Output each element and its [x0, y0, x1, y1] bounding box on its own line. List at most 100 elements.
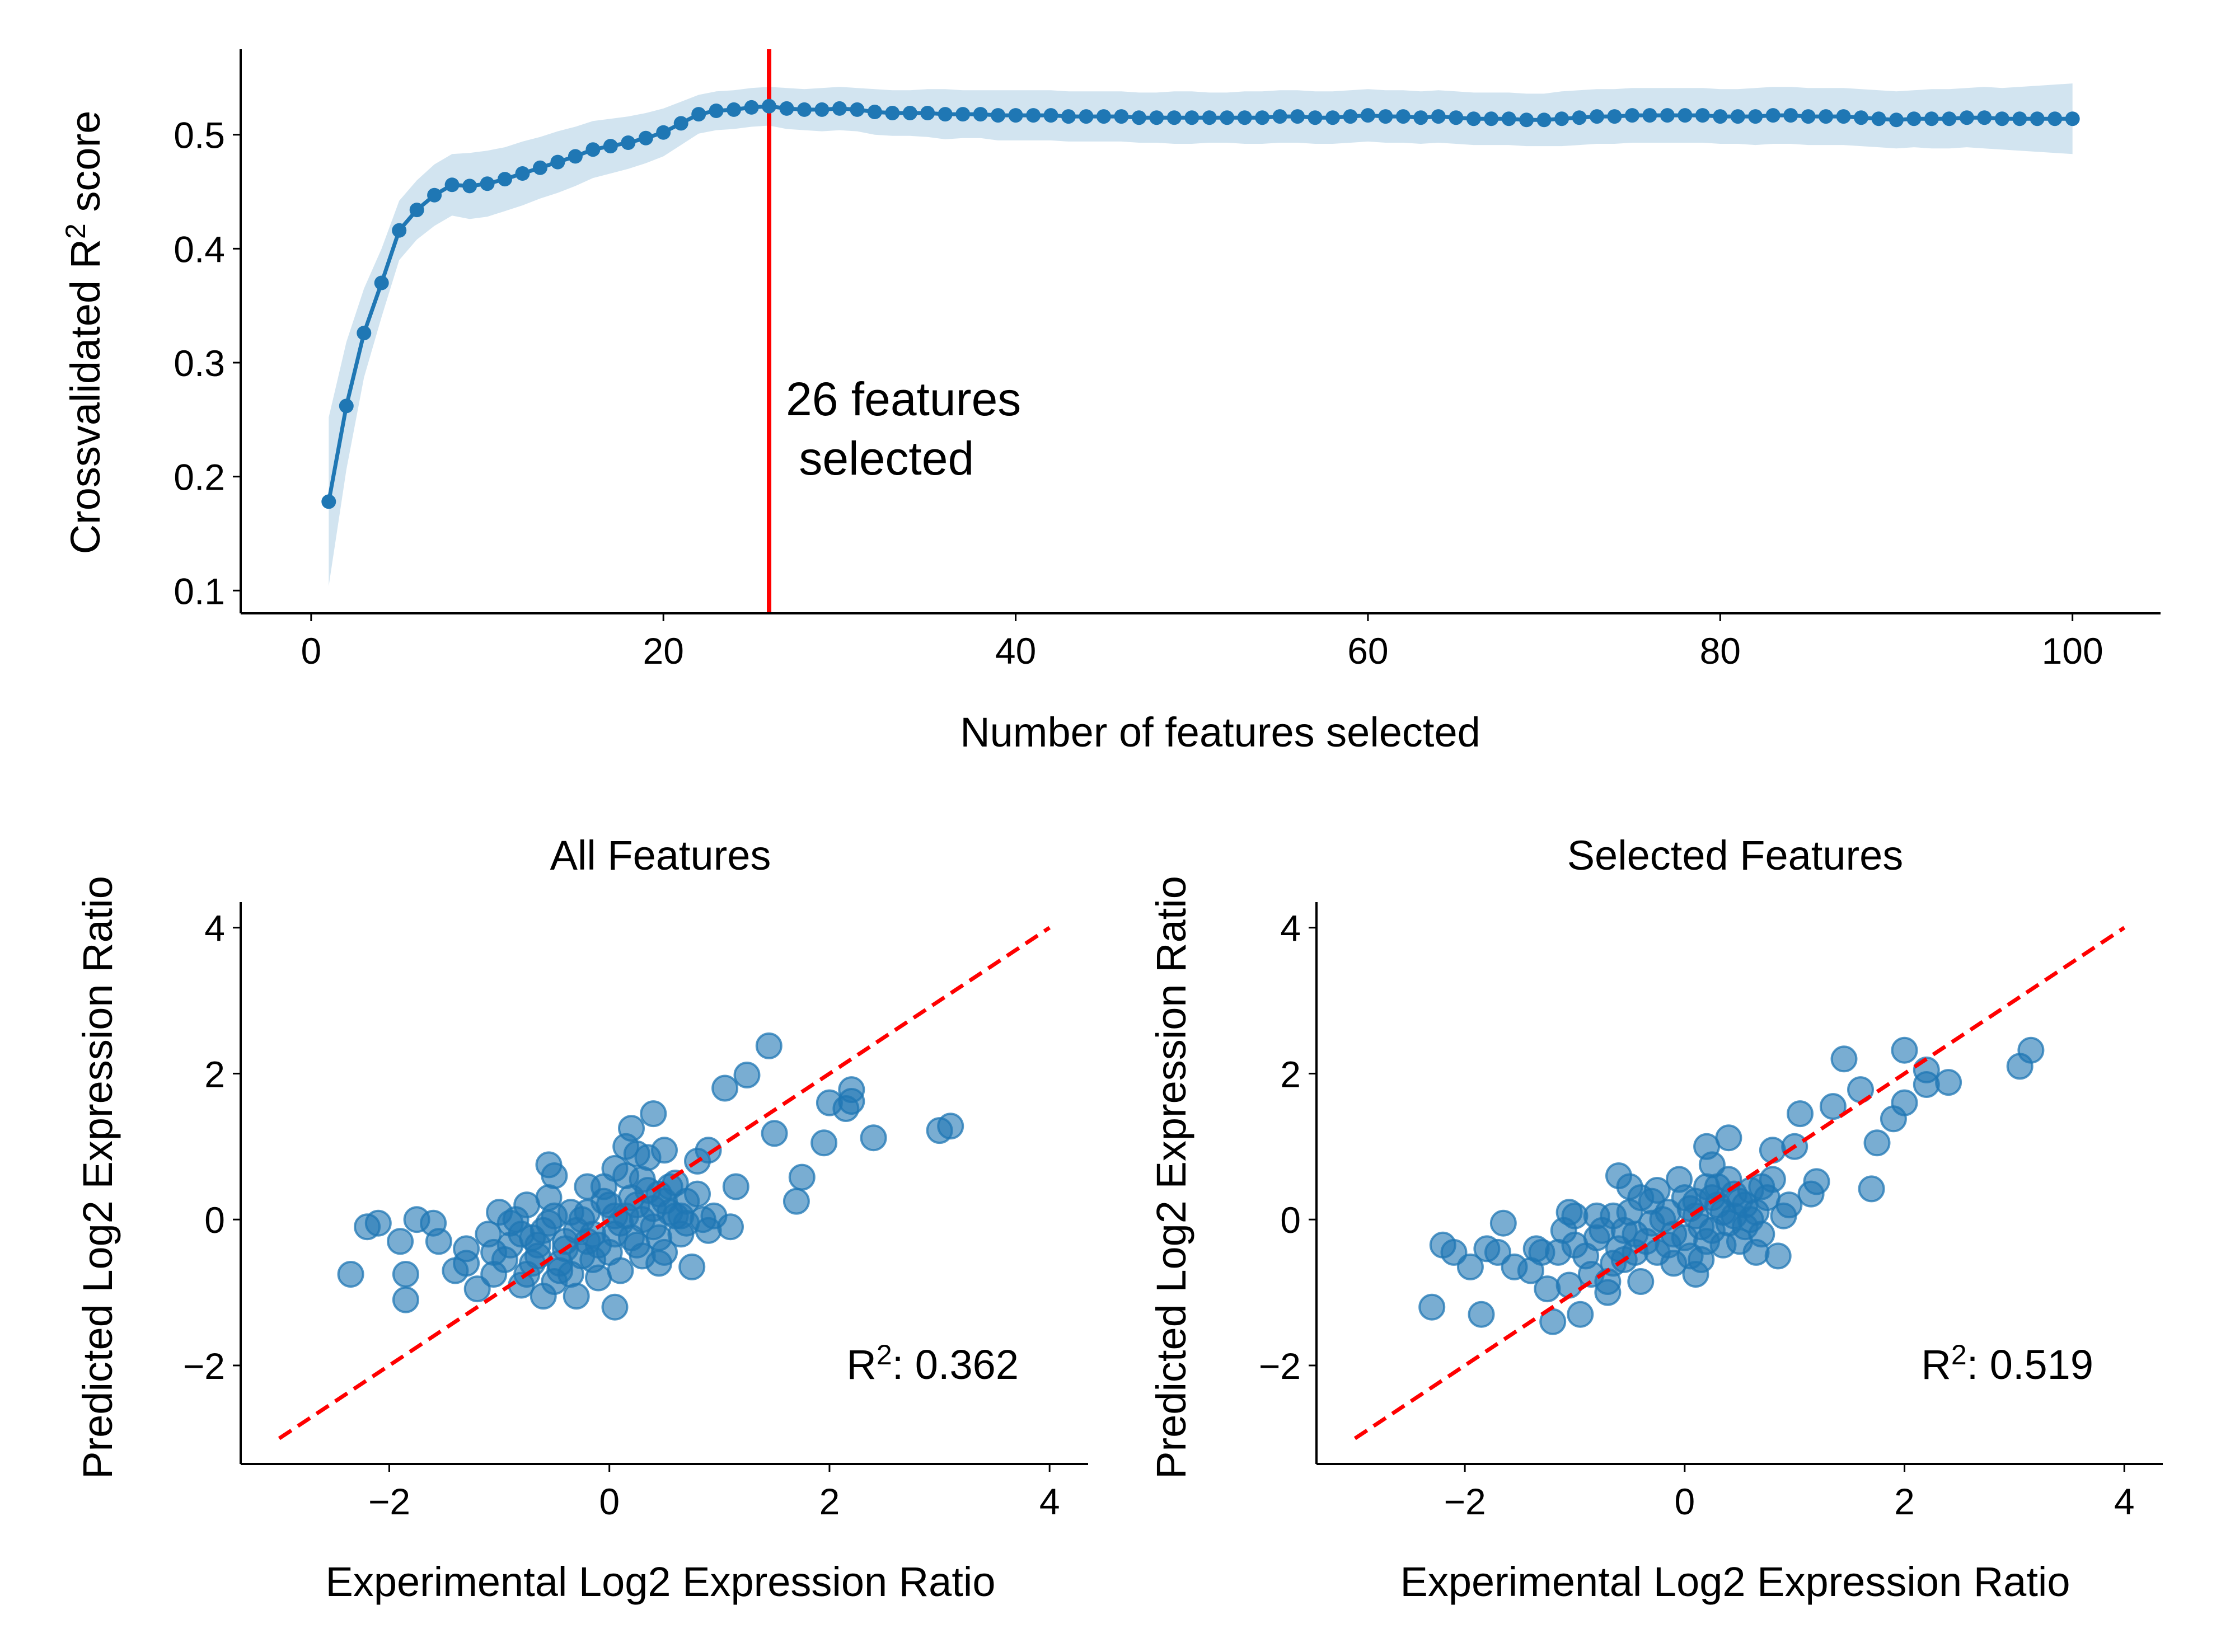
p2-scatter-point — [755, 1032, 782, 1059]
p3-scatter-point — [1655, 1231, 1682, 1259]
score-point — [920, 106, 935, 120]
score-point — [2030, 111, 2045, 126]
score-point — [1713, 109, 1728, 124]
p3-diagonal-line — [1353, 926, 2126, 1440]
p2-y-tick-label: 0 — [204, 1199, 225, 1241]
score-point — [779, 101, 794, 116]
p2-scatter-point — [563, 1283, 590, 1310]
score-point — [867, 105, 882, 119]
p3-x-tick-label: −2 — [1444, 1481, 1486, 1522]
score-point — [1590, 109, 1604, 124]
p2-y-tick-label: 2 — [204, 1053, 225, 1095]
score-point — [691, 107, 706, 122]
score-point — [656, 125, 671, 140]
score-point — [991, 108, 1006, 123]
score-point — [1889, 112, 1904, 128]
score-point — [1149, 110, 1164, 125]
score-point — [1184, 110, 1199, 125]
p3-scatter-point — [1698, 1151, 1726, 1179]
score-point — [1695, 108, 1710, 123]
score-point — [1395, 109, 1411, 124]
score-point — [1449, 110, 1464, 125]
p1-y-tick-label: 0.4 — [174, 228, 225, 270]
score-point — [1079, 109, 1094, 124]
p2-scatter-point — [860, 1124, 887, 1152]
score-point — [1554, 111, 1569, 126]
p3-scatter-point — [1797, 1180, 1825, 1208]
score-point — [1466, 111, 1481, 126]
p2-axes — [240, 902, 1088, 1465]
p2-scatter-point — [623, 1140, 650, 1167]
score-point — [850, 102, 865, 117]
score-point — [1871, 111, 1886, 126]
p2-scatter-point — [782, 1188, 810, 1215]
p3-scatter-point — [1863, 1129, 1891, 1157]
p3-scatter-point — [1682, 1261, 1709, 1288]
p1-y-tick-label: 0.1 — [174, 570, 225, 612]
p2-scatter-point — [673, 1209, 700, 1237]
score-point — [1730, 109, 1745, 124]
p3-scatter-point — [1666, 1166, 1693, 1193]
score-point — [409, 203, 424, 218]
score-point — [1660, 108, 1675, 123]
p1-y-tick-label: 0.2 — [174, 457, 225, 498]
score-point — [392, 223, 407, 238]
p1-x-tick-label: 80 — [1700, 630, 1741, 672]
score-point — [832, 101, 847, 116]
p2-scatter-point — [425, 1228, 452, 1255]
p3-scatter-point — [1935, 1069, 1962, 1096]
p3-y-tick-label: 4 — [1280, 908, 1301, 949]
score-point — [902, 106, 917, 120]
all-features-panel: −2 0 2 4 −2 0 2 4 All Features Experimental Log… — [74, 832, 1088, 1605]
p3-x-tick-label: 4 — [2114, 1481, 2135, 1522]
p3-scatter-point — [1627, 1268, 1655, 1295]
p2-scatter-point — [695, 1217, 722, 1244]
p1-x-tick-label: 100 — [2042, 630, 2103, 672]
p2-scatter-point — [937, 1113, 964, 1140]
p2-scatter-point — [496, 1209, 524, 1237]
score-point — [1360, 108, 1375, 123]
p2-scatter-point — [640, 1100, 667, 1128]
p2-x-axis-label: Experimental Log2 Expression Ratio — [326, 1559, 996, 1605]
p3-scatter-point — [1880, 1105, 1907, 1133]
p2-scatter-point — [832, 1095, 860, 1122]
p3-axes — [1315, 902, 2163, 1465]
score-point — [1237, 110, 1252, 125]
all-features-points — [337, 1032, 964, 1321]
score-point — [568, 149, 583, 164]
score-point — [480, 176, 495, 191]
score-point — [973, 107, 988, 122]
p2-scatter-point — [722, 1173, 749, 1200]
score-point — [1325, 110, 1340, 125]
p3-scatter-point — [1627, 1184, 1655, 1212]
score-point — [1043, 108, 1058, 123]
p3-scatter-point — [1605, 1162, 1632, 1189]
p1-y-label-main: Crossvalidated R — [62, 239, 109, 554]
score-point — [727, 102, 742, 117]
p2-r2-label: R — [846, 1341, 876, 1388]
p3-scatter-point — [1742, 1238, 1770, 1266]
p2-title: All Features — [550, 832, 771, 879]
score-point — [1131, 110, 1146, 125]
score-point — [515, 166, 530, 181]
p2-r2-value: : 0.362 — [892, 1341, 1019, 1388]
p3-scatter-point — [1561, 1231, 1589, 1259]
score-point — [2065, 111, 2080, 126]
score-point — [744, 100, 759, 115]
score-point — [1096, 109, 1111, 124]
p2-scatter-point — [623, 1231, 650, 1259]
vline-annotation-line2: selected — [786, 432, 974, 485]
score-point — [1290, 109, 1305, 124]
selected-features-points — [1418, 1036, 2045, 1335]
p3-scatter-point — [1555, 1271, 1583, 1299]
score-point — [1748, 109, 1763, 124]
score-point — [1783, 108, 1798, 123]
p1-y-tick-label: 0.3 — [174, 342, 225, 384]
score-line — [326, 104, 2073, 503]
p2-scatter-point — [717, 1213, 744, 1241]
p2-scatter-point — [601, 1293, 629, 1321]
p3-scatter-point — [1819, 1093, 1847, 1120]
score-point — [1501, 111, 1516, 126]
p1-y-label-suffix: score — [62, 111, 109, 224]
